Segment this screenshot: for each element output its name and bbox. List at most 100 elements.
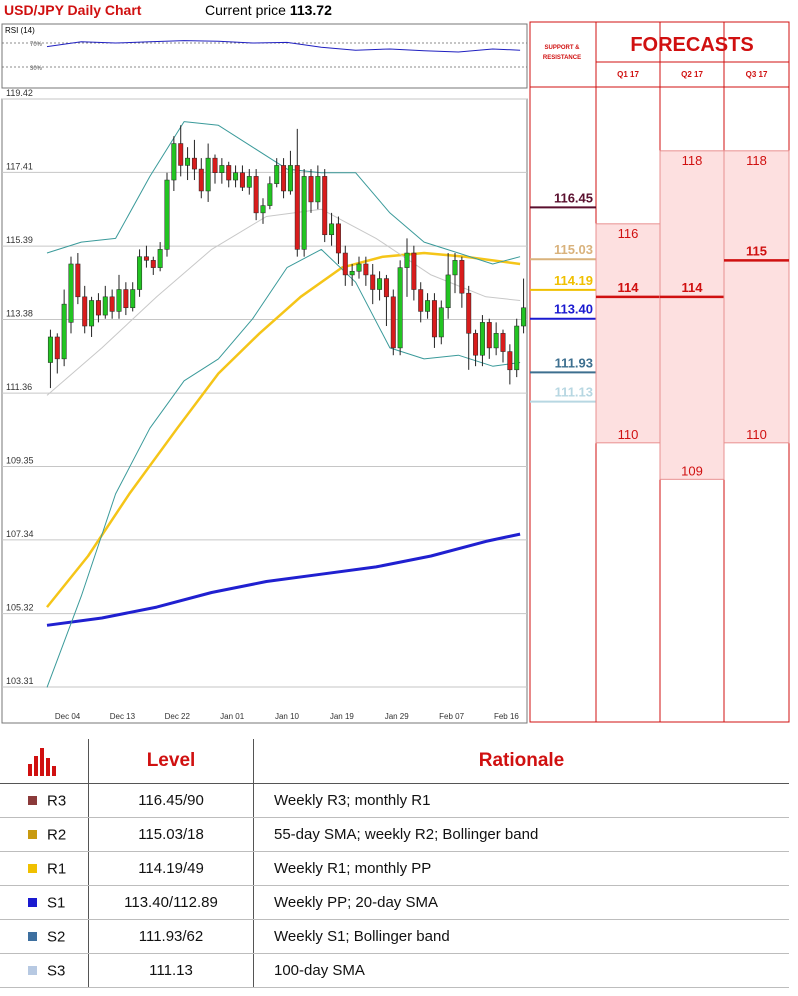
candle-body	[507, 351, 513, 371]
level-color-swatch	[28, 830, 37, 840]
level-color-swatch	[28, 966, 37, 976]
forecast-col-header: Q2 17	[681, 70, 703, 79]
levels-table-row: R3 116.45/90 Weekly R3; monthly R1	[0, 783, 789, 818]
sr-level-label: 116.45	[554, 190, 593, 205]
chart-svg: RSI (14)70%30% 119.42117.41115.39113.381…	[1, 21, 790, 724]
sr-level-label: 115.03	[554, 242, 593, 257]
candle-body	[150, 260, 156, 268]
level-code: S1	[47, 894, 66, 912]
current-price-label: Current price	[205, 2, 286, 18]
forecast-panel: SUPPORT & RESISTANCE FORECASTS Q1 17 Q2 17 Q3…	[529, 21, 790, 723]
level-color-swatch	[28, 932, 37, 942]
candle-body	[322, 176, 328, 236]
chart-title: USD/JPY Daily Chart	[4, 2, 142, 18]
x-tick-label: Dec 04	[55, 712, 81, 721]
candle-body	[68, 263, 74, 323]
levels-header-level: Level	[88, 739, 254, 784]
level-color-swatch	[28, 796, 37, 806]
levels-table-row: S1 113.40/112.89 Weekly PP; 20-day SMA	[0, 885, 789, 920]
forecast-central-label: 114	[618, 280, 640, 295]
forecast-central-label: 115	[746, 243, 767, 258]
x-tick-label: Feb 16	[494, 712, 519, 721]
level-code: R1	[47, 860, 67, 878]
candle-body	[287, 165, 293, 192]
candle-body	[404, 252, 410, 268]
candle-body	[61, 303, 67, 360]
candle-body	[383, 278, 389, 298]
levels-table-row: S3 111.13 100-day SMA	[0, 953, 789, 988]
candle-body	[329, 223, 335, 236]
level-rationale: Weekly S1; Bollinger band	[253, 919, 789, 954]
candle-body	[431, 300, 437, 338]
y-tick-label: 109.35	[6, 456, 34, 466]
candle-body	[473, 333, 479, 356]
y-tick-label: 117.41	[6, 161, 33, 171]
sr-label-1: SUPPORT &	[544, 45, 580, 51]
level-code-cell: S3	[0, 953, 89, 988]
candle-body	[54, 336, 60, 360]
candle-body	[438, 307, 444, 338]
level-rationale: Weekly PP; 20-day SMA	[253, 885, 789, 920]
forecast-high-label: 118	[746, 153, 767, 168]
series-line-3	[46, 121, 521, 265]
x-tick-label: Jan 10	[275, 712, 300, 721]
candle-body	[109, 296, 115, 312]
levels-table: Level Rationale R3 116.45/90 Weekly R3; mo…	[0, 739, 789, 988]
candle-body	[239, 172, 245, 188]
level-code-cell: R1	[0, 851, 89, 886]
candle-body	[143, 256, 149, 261]
level-rationale: Weekly R3; monthly R1	[253, 783, 789, 818]
x-tick-label: Jan 29	[385, 712, 410, 721]
current-price-value: 113.72	[289, 2, 332, 18]
series-line-0	[46, 251, 521, 608]
x-tick-label: Feb 07	[439, 712, 464, 721]
candle-body	[363, 263, 369, 276]
candle-body	[47, 336, 53, 363]
rsi-line	[46, 40, 521, 53]
candle-body	[95, 300, 101, 316]
level-value: 116.45/90	[88, 783, 254, 818]
forecast-low-label: 110	[618, 427, 639, 442]
candle-body	[349, 271, 355, 276]
rsi-frame	[1, 23, 528, 89]
sr-label-2: RESISTANCE	[543, 55, 581, 61]
level-value: 111.93/62	[88, 919, 254, 954]
candle-body	[342, 252, 348, 276]
series-line-1	[46, 532, 521, 627]
sr-level-label: 111.93	[555, 355, 593, 370]
level-rationale: 100-day SMA	[253, 953, 789, 988]
y-tick-label: 105.32	[6, 603, 34, 613]
price-panel: 119.42 117.41 115.39 113.38 111.36 109.35 107.…	[1, 88, 528, 724]
forecast-low-label: 110	[746, 427, 767, 442]
forecast-range-box	[595, 223, 661, 444]
forecast-col-header: Q1 17	[617, 70, 639, 79]
candle-body	[185, 157, 191, 166]
forecast-range-box	[659, 150, 725, 480]
rsi-panel: RSI (14) 70% 30%	[1, 23, 528, 89]
candle-body	[493, 333, 499, 349]
y-tick-label: 107.34	[6, 529, 34, 539]
candle-body	[500, 333, 506, 352]
candle-body	[486, 322, 492, 349]
candle-body	[377, 278, 383, 290]
level-code: S2	[47, 928, 66, 946]
candle-body	[521, 307, 527, 327]
level-value: 114.19/49	[88, 851, 254, 886]
candle-body	[308, 176, 314, 203]
x-tick-label: Dec 22	[165, 712, 191, 721]
levels-table-icon-cell	[0, 739, 89, 784]
candle-body	[253, 176, 259, 214]
rsi-30-label: 30%	[30, 66, 43, 72]
candle-body	[246, 176, 252, 188]
candle-body	[267, 183, 273, 206]
level-code: R2	[47, 826, 67, 844]
candle-body	[212, 157, 218, 173]
candle-body	[205, 157, 211, 192]
level-value: 113.40/112.89	[88, 885, 254, 920]
levels-table-row: R1 114.19/49 Weekly R1; monthly PP	[0, 851, 789, 886]
level-code-cell: S2	[0, 919, 89, 954]
forecast-range-box	[723, 150, 790, 444]
series-line-4	[46, 208, 521, 396]
candle-body	[281, 165, 287, 192]
candle-body	[301, 176, 307, 250]
